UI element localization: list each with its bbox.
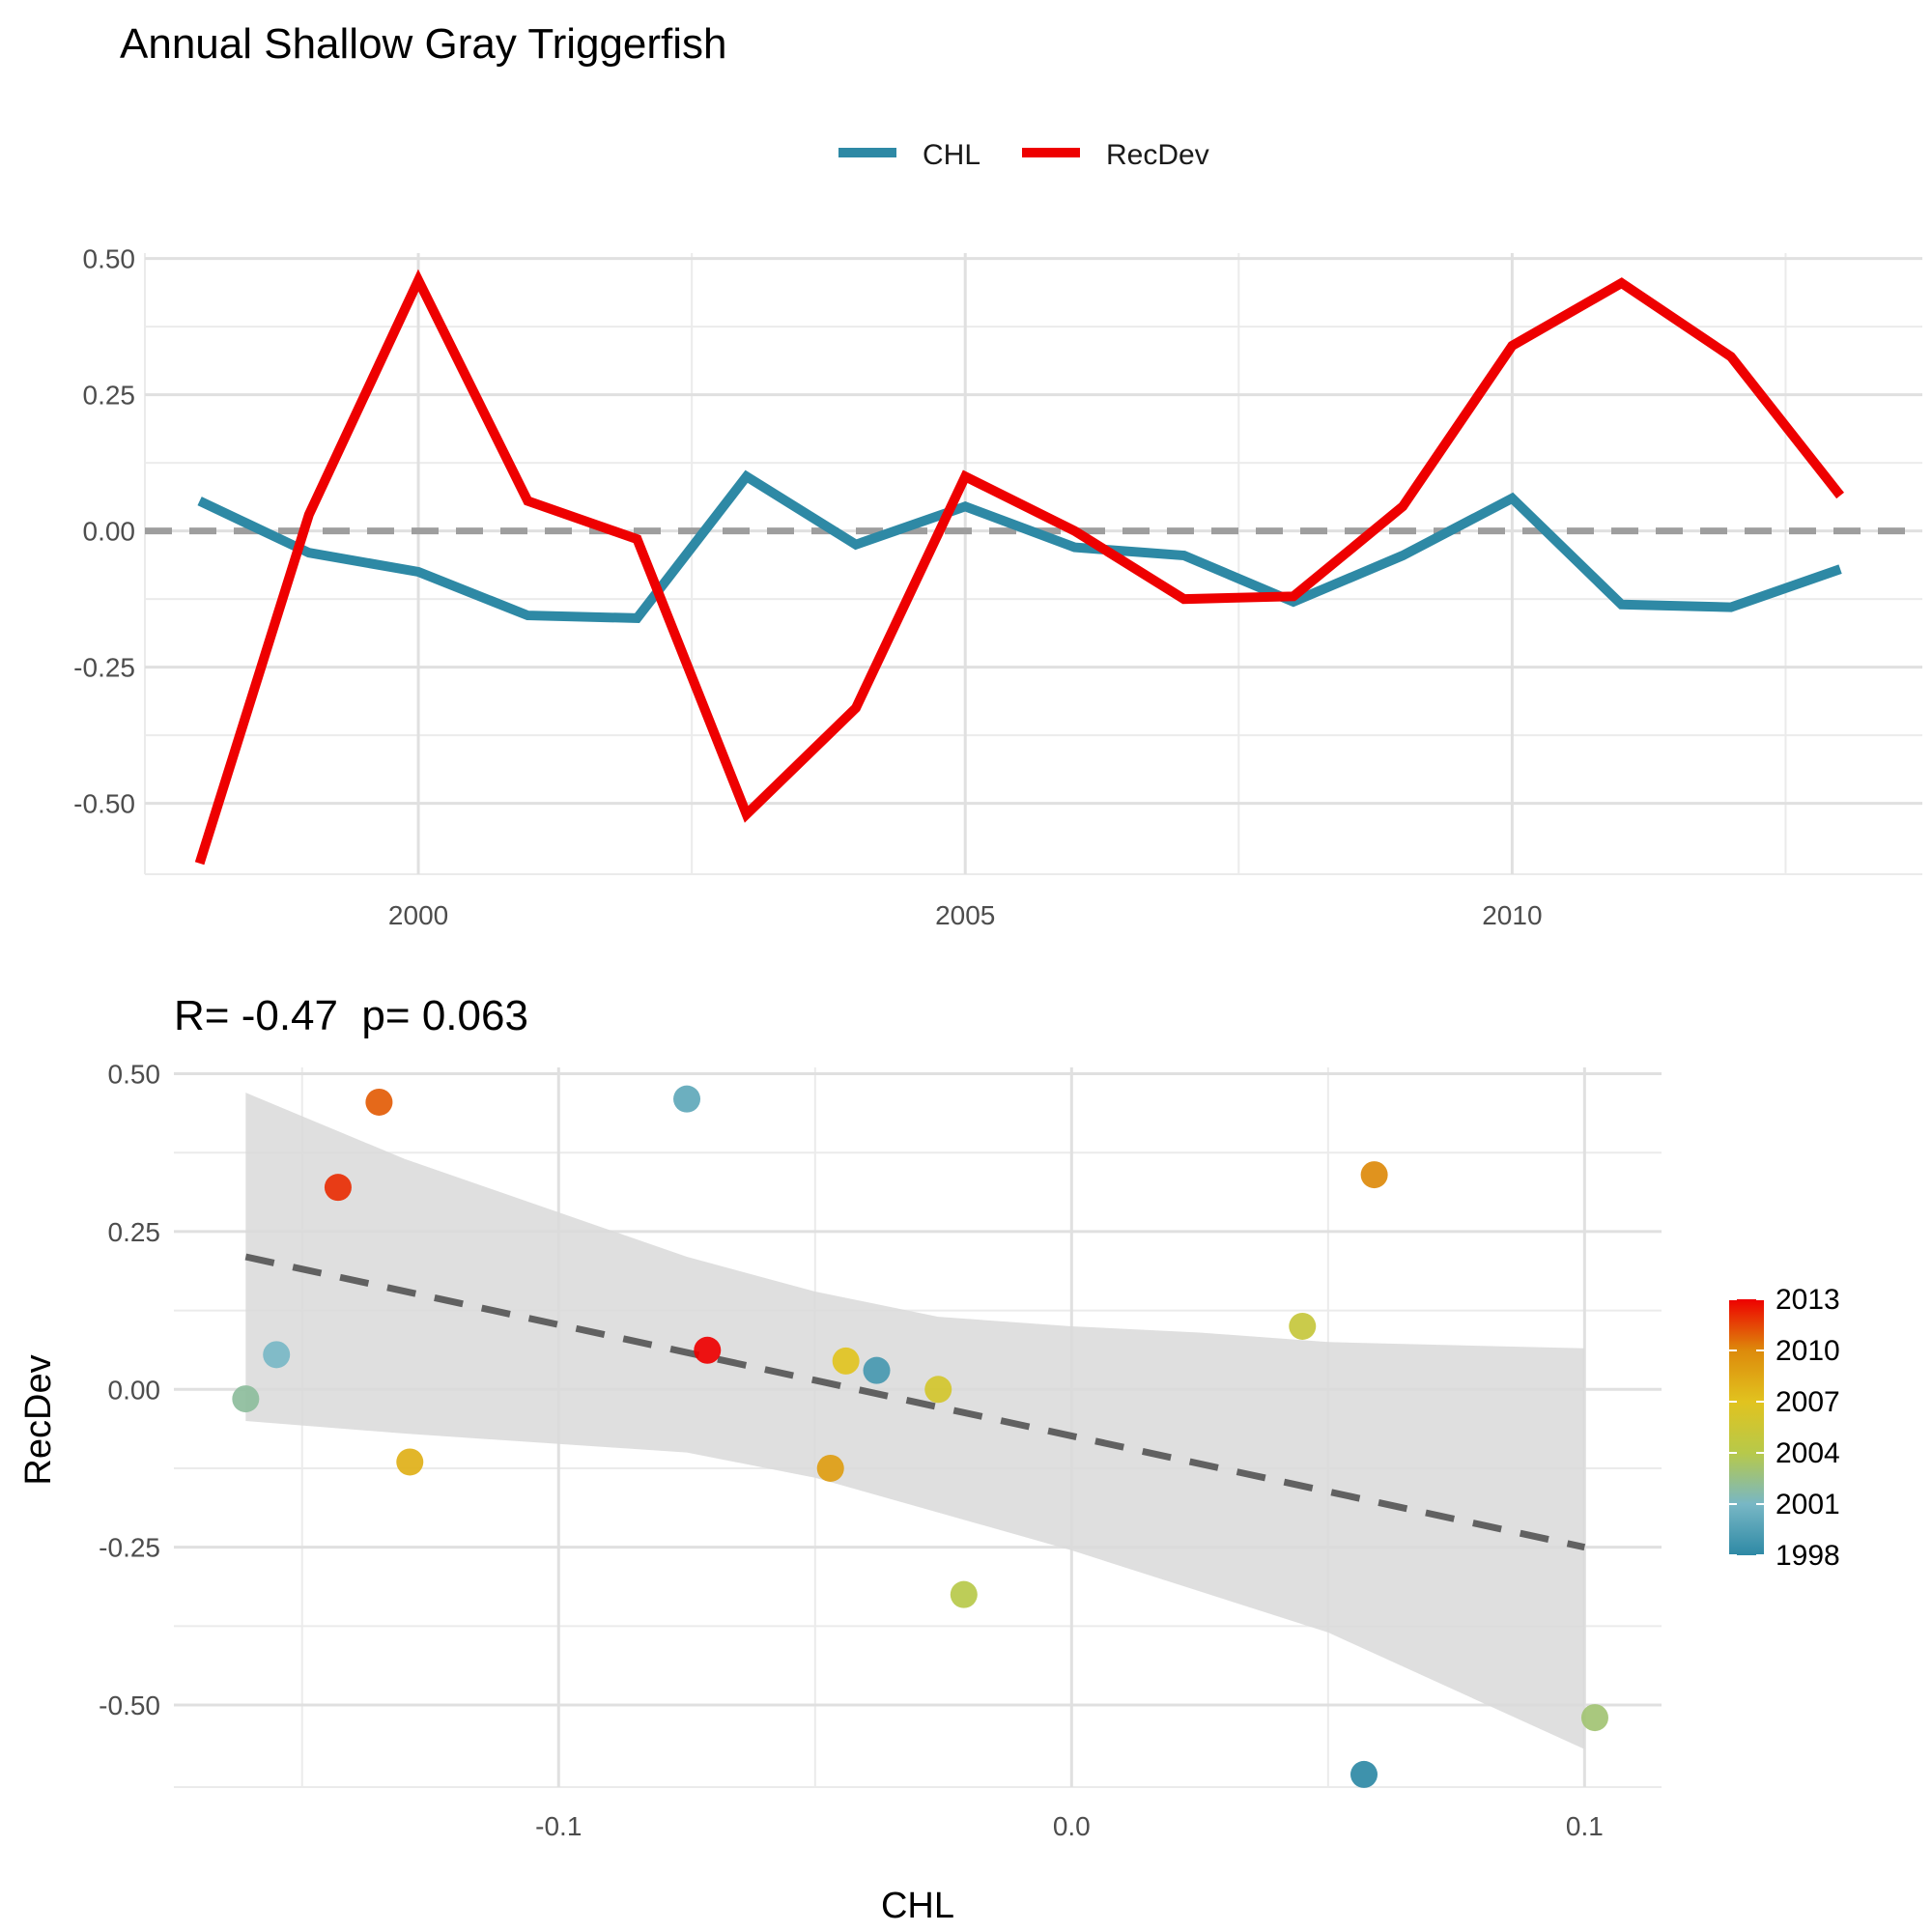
scatter-point-2000 [673,1085,701,1113]
top-x-ticks: 2000 2005 2010 [388,900,1543,930]
legend: CHL RecDev [838,139,1209,171]
bottom-y-tick-label: 0.50 [108,1060,161,1090]
series-line-chl [197,469,1842,623]
bottom-y-tick-label: 0.00 [108,1375,161,1405]
legend-label-recdev: RecDev [1106,139,1209,171]
top-y-ticks: -0.50 -0.25 0.00 0.25 0.50 [73,244,135,819]
x-axis-label: CHL [881,1886,954,1926]
top-y-tick-label: -0.50 [73,789,135,819]
scatter-point-2006 [924,1376,952,1404]
top-y-tick-label: 0.50 [83,244,136,274]
colorbar-tick-label: 2013 [1776,1284,1840,1316]
bottom-y-tick-label: 0.25 [108,1217,161,1247]
confidence-band [245,1093,1585,1749]
colorbar-tick-label: 2007 [1776,1386,1840,1418]
scatter-point-2012 [324,1174,352,1202]
top-x-tick-label: 2000 [388,900,448,930]
y-axis-label: RecDev [18,1354,59,1485]
colorbar-tick-label: 2004 [1776,1437,1840,1469]
scatter-point-1998 [1350,1760,1378,1788]
colorbar-tick-label: 2001 [1776,1489,1840,1520]
series-line-recdev [194,269,1845,866]
top-x-tick-label: 2005 [935,900,995,930]
bottom-x-tick-label: 0.0 [1053,1811,1091,1841]
top-x-tick-label: 2010 [1482,900,1542,930]
scatter-points [232,1085,1608,1788]
bottom-panel-title: R= -0.47 p= 0.063 [174,992,528,1039]
top-y-tick-label: 0.00 [83,517,136,547]
scatter-point-2005 [1289,1312,1317,1340]
scatter-point-2009 [816,1454,844,1482]
colorbar-ticks: 1998 2001 2004 2007 2010 2013 [1729,1284,1840,1572]
bottom-panel: R= -0.47 p= 0.063 -0.50 -0.25 0.00 0.25 0.50… [18,992,1662,1926]
colorbar: 1998 2001 2004 2007 2010 2013 [1729,1284,1840,1572]
bottom-x-tick-label: -0.1 [535,1811,582,1841]
colorbar-gradient [1729,1299,1764,1555]
legend-label-chl: CHL [923,139,980,171]
scatter-point-2008 [396,1448,424,1476]
scatter-point-1999 [863,1356,891,1384]
regression-line [244,1253,1586,1551]
scatter-point-2004 [950,1580,978,1608]
colorbar-tick-label: 2010 [1776,1335,1840,1367]
bottom-y-ticks: -0.50 -0.25 0.00 0.25 0.50 [99,1060,160,1721]
top-panel: -0.50 -0.25 0.00 0.25 0.50 2000 2005 2010 [73,244,1922,930]
scatter-point-2003 [1580,1704,1608,1732]
scatter-point-2013 [694,1336,722,1364]
colorbar-tick-label: 1998 [1776,1540,1840,1572]
top-y-tick-label: 0.25 [83,381,136,411]
scatter-point-2010 [1360,1161,1388,1189]
scatter-point-2011 [365,1088,393,1116]
top-y-tick-label: -0.25 [73,653,135,683]
bottom-y-tick-label: -0.25 [99,1533,160,1563]
bottom-y-tick-label: -0.50 [99,1690,160,1720]
top-series [194,269,1845,866]
top-gridlines [144,253,1922,875]
bottom-x-tick-label: 0.1 [1566,1811,1604,1841]
scatter-point-2001 [263,1341,291,1369]
bottom-x-ticks: -0.1 0.0 0.1 [535,1811,1604,1841]
scatter-point-2002 [232,1385,260,1413]
figure-title: Annual Shallow Gray Triggerfish [120,20,727,68]
scatter-point-2007 [832,1347,860,1375]
